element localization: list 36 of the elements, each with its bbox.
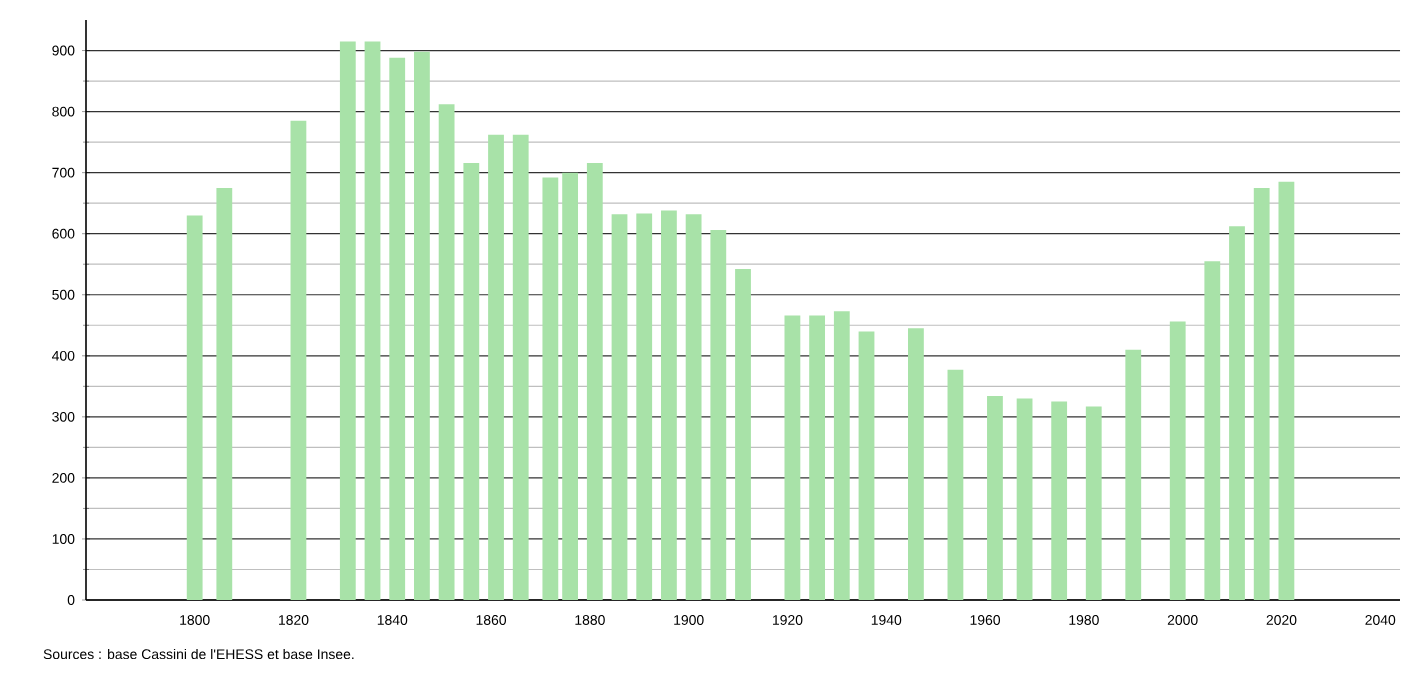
bar — [710, 230, 727, 600]
bar — [636, 213, 653, 600]
bar — [833, 311, 850, 600]
bar — [1085, 406, 1102, 600]
bar — [562, 172, 579, 600]
bar — [858, 331, 875, 600]
bar — [463, 162, 480, 600]
bar — [987, 396, 1003, 600]
bar — [908, 328, 924, 600]
bar — [735, 269, 751, 600]
bar — [809, 315, 826, 600]
bar — [947, 369, 964, 600]
bar — [1125, 349, 1142, 600]
bar — [186, 215, 203, 600]
bar — [290, 120, 307, 600]
bar — [1204, 261, 1221, 600]
bar — [364, 41, 381, 600]
bar — [1016, 398, 1033, 600]
bar — [339, 41, 356, 600]
bar — [1229, 226, 1245, 600]
bar — [611, 214, 628, 600]
bar — [784, 315, 801, 600]
bar — [512, 134, 529, 600]
bar — [1169, 321, 1186, 600]
bar — [389, 57, 406, 600]
bar — [542, 177, 559, 600]
bar — [586, 162, 603, 600]
bar — [1253, 187, 1270, 600]
bar — [488, 134, 504, 600]
bar — [1278, 181, 1295, 600]
bar — [685, 214, 702, 600]
bar — [661, 210, 677, 600]
bar — [216, 187, 233, 600]
bar — [438, 104, 455, 600]
bar — [414, 51, 430, 600]
bar — [1051, 401, 1068, 600]
